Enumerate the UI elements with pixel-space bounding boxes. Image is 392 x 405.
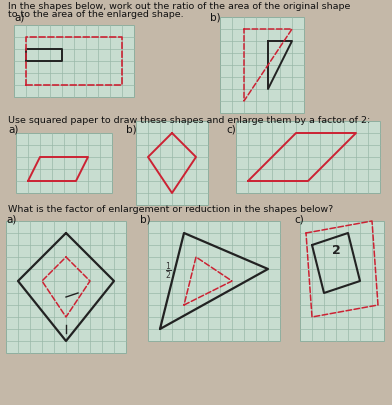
Text: 2: 2 <box>332 245 340 258</box>
Text: b): b) <box>126 125 137 135</box>
Text: $\frac{1}{2}$: $\frac{1}{2}$ <box>165 260 171 282</box>
Text: c): c) <box>226 125 236 135</box>
FancyBboxPatch shape <box>136 121 208 205</box>
Text: In the shapes below, work out the ratio of the area of the original shape: In the shapes below, work out the ratio … <box>8 2 350 11</box>
FancyBboxPatch shape <box>14 25 134 97</box>
FancyBboxPatch shape <box>148 221 280 341</box>
Text: c): c) <box>294 214 304 224</box>
Text: What is the factor of enlargement or reduction in the shapes below?: What is the factor of enlargement or red… <box>8 205 333 214</box>
FancyBboxPatch shape <box>300 221 384 341</box>
Text: a): a) <box>14 13 24 23</box>
Text: to to the area of the enlarged shape.: to to the area of the enlarged shape. <box>8 10 183 19</box>
Text: a): a) <box>8 125 18 135</box>
FancyBboxPatch shape <box>16 133 112 193</box>
Text: Use squared paper to draw these shapes and enlarge them by a factor of 2:: Use squared paper to draw these shapes a… <box>8 116 370 125</box>
Text: a): a) <box>6 214 16 224</box>
FancyBboxPatch shape <box>6 221 126 353</box>
Text: b): b) <box>210 13 221 23</box>
Text: b): b) <box>140 214 151 224</box>
FancyBboxPatch shape <box>220 17 304 113</box>
FancyBboxPatch shape <box>236 121 380 193</box>
